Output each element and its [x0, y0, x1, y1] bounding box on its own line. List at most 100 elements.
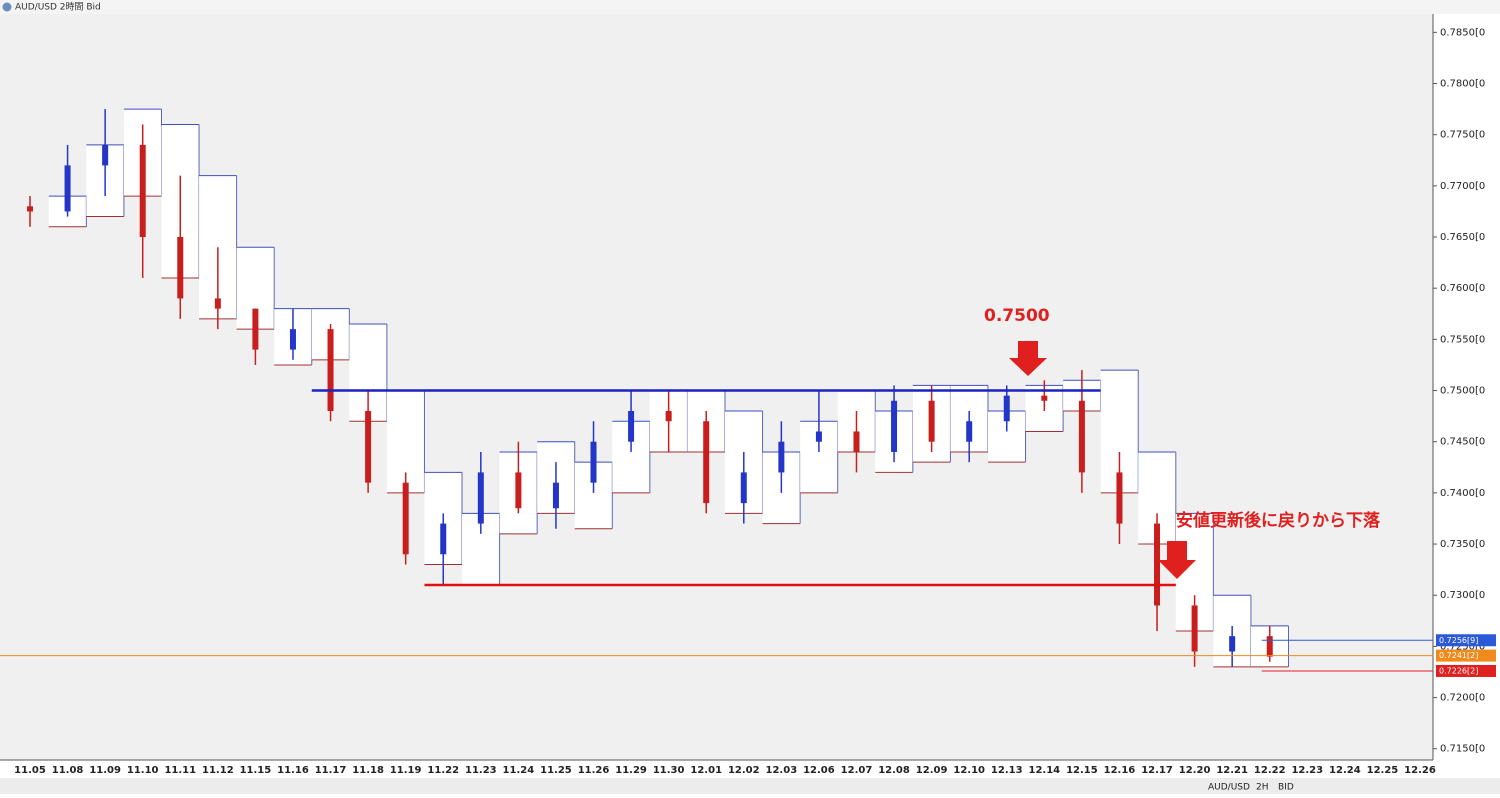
x-tick-label: 11.19: [390, 765, 422, 776]
candle-body: [102, 144, 109, 166]
x-tick-label: 12.25: [1367, 765, 1399, 776]
app-icon: [2, 2, 12, 12]
price-tag-label: 0.7241[2]: [1439, 651, 1478, 660]
candle-body: [27, 206, 33, 212]
x-tick-label: 11.05: [14, 765, 46, 776]
candle-body: [628, 411, 635, 442]
x-tick-label: 12.02: [728, 765, 760, 776]
candle-body: [1116, 472, 1123, 524]
title-bar: [0, 0, 1500, 14]
candle-body: [928, 400, 935, 442]
window-title: AUD/USD 2時間 Bid: [15, 2, 101, 13]
arrow: [1158, 541, 1196, 579]
x-tick-label: 11.23: [465, 765, 497, 776]
x-tick-label: 12.24: [1329, 765, 1361, 776]
x-tick-label: 12.14: [1029, 765, 1061, 776]
x-tick-label: 11.24: [503, 765, 535, 776]
candle-body: [815, 431, 822, 442]
x-tick-label: 12.26: [1404, 765, 1436, 776]
x-tick-label: 11.18: [352, 765, 384, 776]
x-tick-label: 12.17: [1141, 765, 1173, 776]
toolbar-price[interactable]: BID: [1278, 783, 1294, 793]
candle-body: [139, 144, 146, 238]
marks: [0, 108, 1433, 672]
y-tick-label: 0.7350[0: [1440, 539, 1485, 550]
price-tag: [1436, 634, 1496, 647]
candle-body: [515, 472, 522, 509]
y-tick-label: 0.7400[0: [1440, 488, 1485, 499]
arrow: [1009, 341, 1047, 376]
x-tick-label: 12.10: [953, 765, 985, 776]
x-tick-label: 11.22: [427, 765, 459, 776]
candle-body: [966, 421, 973, 442]
y-tick-label: 0.7750[0: [1440, 130, 1485, 141]
annotation: 安値更新後に戻りから下落: [1176, 510, 1381, 531]
candle-body: [1191, 605, 1198, 652]
x-tick-label: 11.10: [127, 765, 159, 776]
candle-body: [177, 237, 184, 299]
x-tick-label: 11.12: [202, 765, 234, 776]
toolbar: [0, 778, 1500, 794]
x-tick-label: 11.16: [277, 765, 309, 776]
x-tick-label: 12.13: [991, 765, 1023, 776]
y-tick-label: 0.7650[0: [1440, 232, 1485, 243]
x-tick-label: 11.11: [164, 765, 196, 776]
y-tick-label: 0.7200[0: [1440, 693, 1485, 704]
x-tick-label: 12.08: [878, 765, 910, 776]
candle-body: [1266, 636, 1273, 657]
candle-body: [740, 472, 747, 504]
candle-body: [891, 400, 898, 452]
candle-body: [402, 482, 409, 555]
y-tick-label: 0.7850[0: [1440, 27, 1485, 38]
toolbar-symbol[interactable]: AUD/USD: [1208, 783, 1250, 793]
candle-body: [477, 472, 484, 524]
x-tick-label: 11.15: [240, 765, 272, 776]
y-tick-label: 0.7450[0: [1440, 437, 1485, 448]
candle-body: [440, 523, 447, 555]
candle-body: [590, 441, 597, 483]
y-tick-label: 0.7700[0: [1440, 181, 1485, 192]
price-tag-label: 0.7256[9]: [1439, 636, 1478, 645]
x-tick-label: 12.07: [841, 765, 873, 776]
candle-body: [778, 441, 785, 473]
x-tick-label: 12.23: [1291, 765, 1323, 776]
x-tick-label: 11.17: [315, 765, 347, 776]
annotation: 0.7500: [984, 306, 1050, 326]
x-tick-label: 11.25: [540, 765, 572, 776]
x-tick-label: 12.21: [1216, 765, 1248, 776]
y-tick-label: 0.7600[0: [1440, 283, 1485, 294]
candle-body: [1078, 400, 1085, 473]
y-tick-label: 0.7800[0: [1440, 79, 1485, 90]
x-tick-label: 12.15: [1066, 765, 1098, 776]
candle-body: [327, 329, 334, 412]
candle-body: [1229, 636, 1236, 652]
toolbar-timeframe[interactable]: 2H: [1256, 783, 1269, 793]
candle-body: [1041, 395, 1048, 401]
x-tick-label: 12.01: [690, 765, 722, 776]
x-tick-label: 11.26: [578, 765, 610, 776]
candle-body: [703, 421, 710, 504]
y-tick-label: 0.7500[0: [1440, 386, 1485, 397]
x-tick-label: 12.16: [1104, 765, 1136, 776]
candle-body: [665, 411, 672, 422]
x-tick-label: 12.20: [1179, 765, 1211, 776]
y-tick-label: 0.7550[0: [1440, 334, 1485, 345]
x-tick-label: 12.09: [916, 765, 948, 776]
price-tag-label: 0.7226[2]: [1439, 666, 1478, 675]
price-tag: [1436, 664, 1496, 677]
x-tick-label: 11.30: [653, 765, 685, 776]
candle-body: [214, 298, 221, 309]
y-tick-label: 0.7300[0: [1440, 590, 1485, 601]
candle-body: [289, 329, 296, 350]
candle-body: [365, 411, 372, 483]
candle-body: [853, 431, 860, 452]
x-tick-label: 12.03: [766, 765, 798, 776]
candle-body: [552, 482, 559, 509]
candle-body: [64, 165, 71, 212]
x-tick-label: 12.22: [1254, 765, 1286, 776]
candle-body: [1154, 523, 1161, 606]
candle-body: [1003, 395, 1010, 422]
price-tag: [1436, 649, 1496, 662]
x-tick-label: 11.08: [52, 765, 84, 776]
